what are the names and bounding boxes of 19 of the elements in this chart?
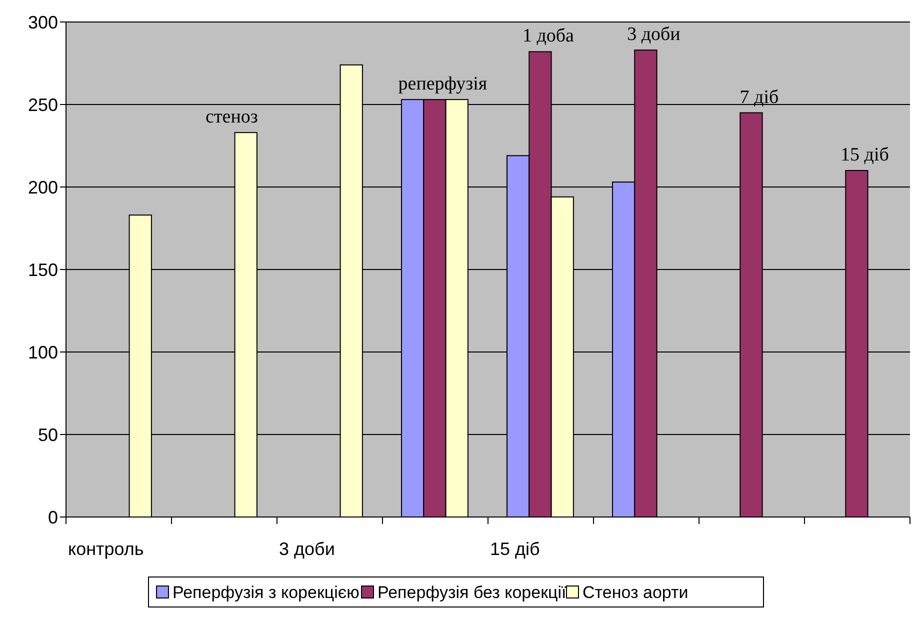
y-tick-label: 300: [28, 12, 58, 32]
y-tick-label: 150: [28, 260, 58, 280]
y-tick-label: 100: [28, 342, 58, 362]
x-tick-label: 15 діб: [490, 539, 540, 559]
annotation: 7 діб: [740, 86, 779, 108]
legend-label: Реперфузія без корекції: [378, 582, 567, 602]
x-tick-label: контроль: [68, 539, 144, 559]
y-tick-label: 250: [28, 94, 58, 115]
legend-label: Реперфузія з корекцією: [172, 582, 360, 602]
annotation: реперфузія: [398, 74, 488, 95]
annotation: 3 доби: [627, 24, 680, 46]
y-tick-label: 50: [38, 424, 58, 445]
annotation: 1 доба: [522, 26, 575, 47]
x-tick-label: 3 доби: [279, 539, 335, 559]
annotation: стеноз: [206, 106, 258, 128]
legend-label: Стеноз аорти: [582, 582, 688, 602]
y-tick-label: 200: [28, 177, 58, 198]
y-tick-label: 0: [48, 507, 58, 528]
annotation: 15 діб: [840, 144, 889, 166]
